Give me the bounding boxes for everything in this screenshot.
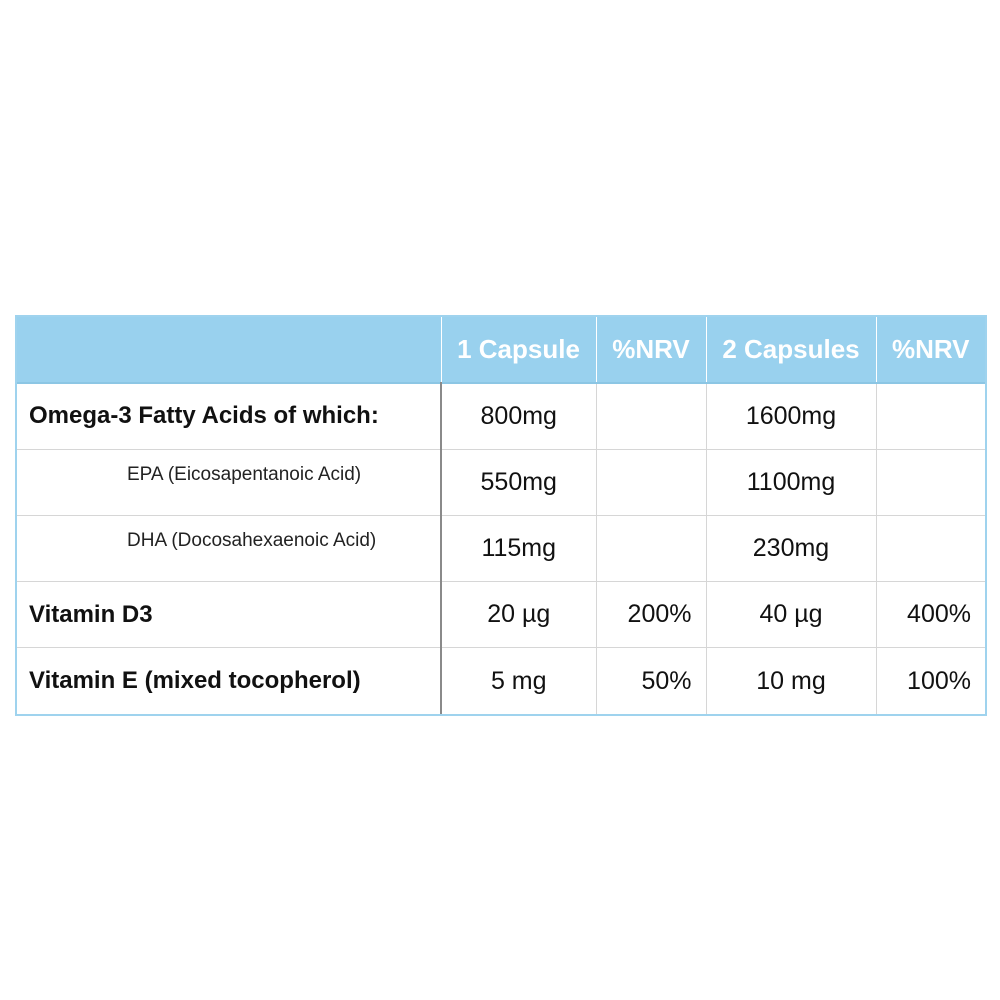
- header-cell-nrv-1: %NRV: [595, 317, 706, 383]
- nrv-1-capsule: 50%: [595, 647, 706, 714]
- header-cell-1-capsule: 1 Capsule: [440, 317, 596, 383]
- value-2-capsules: 1600mg: [705, 381, 876, 450]
- header-cell-nrv-2: %NRV: [875, 317, 985, 383]
- value-1-capsule: 5 mg: [440, 647, 596, 714]
- header-cell-nutrient: [17, 317, 441, 383]
- nutrition-table: 1 Capsule %NRV 2 Capsules %NRV Omega-3 F…: [15, 315, 987, 716]
- nrv-2-capsules: 400%: [875, 581, 985, 648]
- value-1-capsule: 550mg: [440, 448, 596, 516]
- nrv-1-capsule: [595, 381, 706, 450]
- value-1-capsule: 20 µg: [440, 581, 596, 648]
- nrv-2-capsules: [875, 448, 985, 516]
- nrv-2-capsules: [875, 381, 985, 450]
- value-1-capsule: 800mg: [440, 381, 596, 450]
- nrv-2-capsules: 100%: [875, 647, 985, 714]
- table-row-dha: DHA (Docosahexaenoic Acid) 115mg 230mg: [17, 514, 985, 582]
- nrv-1-capsule: 200%: [595, 581, 706, 648]
- value-1-capsule: 115mg: [440, 514, 596, 582]
- value-2-capsules: 230mg: [705, 514, 876, 582]
- header-row: 1 Capsule %NRV 2 Capsules %NRV: [17, 317, 985, 383]
- nrv-2-capsules: [875, 514, 985, 582]
- nutrient-name: Vitamin D3: [17, 581, 442, 648]
- nutrient-name: EPA (Eicosapentanoic Acid): [17, 448, 442, 516]
- table-row-vitamin-e: Vitamin E (mixed tocopherol) 5 mg 50% 10…: [17, 647, 985, 714]
- table-row-vitamin-d3: Vitamin D3 20 µg 200% 40 µg 400%: [17, 581, 985, 648]
- table-row-omega3: Omega-3 Fatty Acids of which: 800mg 1600…: [17, 381, 985, 450]
- nutrition-table-grid: 1 Capsule %NRV 2 Capsules %NRV Omega-3 F…: [17, 317, 985, 714]
- nutrient-name: DHA (Docosahexaenoic Acid): [17, 514, 442, 582]
- nutrient-name: Omega-3 Fatty Acids of which:: [17, 381, 442, 450]
- header-cell-2-capsules: 2 Capsules: [705, 317, 876, 383]
- value-2-capsules: 1100mg: [705, 448, 876, 516]
- nrv-1-capsule: [595, 448, 706, 516]
- value-2-capsules: 10 mg: [705, 647, 876, 714]
- value-2-capsules: 40 µg: [705, 581, 876, 648]
- nutrient-name: Vitamin E (mixed tocopherol): [17, 647, 442, 714]
- table-row-epa: EPA (Eicosapentanoic Acid) 550mg 1100mg: [17, 448, 985, 516]
- nrv-1-capsule: [595, 514, 706, 582]
